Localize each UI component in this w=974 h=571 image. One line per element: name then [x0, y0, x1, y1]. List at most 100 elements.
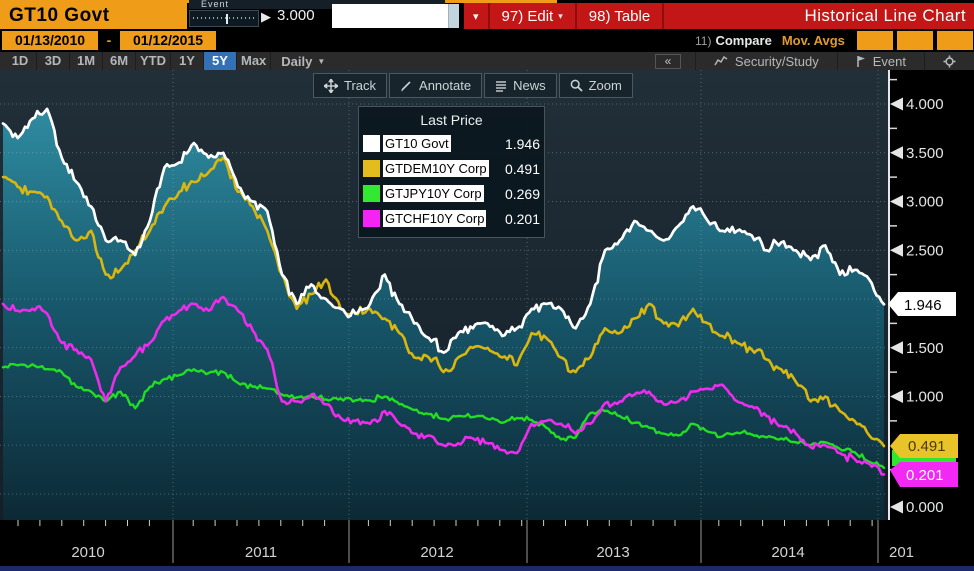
x-axis-label-2013: 2013 — [596, 544, 629, 561]
zoom-button[interactable]: Zoom — [558, 73, 633, 98]
series-line-gt10-govt[interactable] — [1, 107, 886, 354]
date-from-field[interactable]: 01/13/2010 — [2, 31, 98, 50]
date-to-field[interactable]: 01/12/2015 — [120, 31, 216, 50]
range-button-group: 1D 3D 1M 6M YTD 1Y 5Y Max — [4, 52, 272, 70]
range-button-1m[interactable]: 1M — [70, 52, 103, 70]
news-button[interactable]: News — [484, 73, 557, 98]
slider-track — [193, 17, 255, 19]
legend-value: 1.946 — [504, 135, 540, 152]
orange-chip-3[interactable] — [937, 31, 973, 50]
track-crosshair-icon — [324, 78, 338, 93]
news-lines-icon — [495, 80, 507, 92]
legend-swatch — [363, 160, 380, 177]
range-button-5y[interactable]: 5Y — [204, 52, 237, 70]
area-fill-gt10 — [3, 108, 884, 520]
menu-bar: ▾ 97) Edit ▾ 98) Table Historical Line C… — [464, 3, 974, 29]
track-label: Track — [344, 78, 377, 93]
legend-value: 0.269 — [504, 185, 540, 202]
clipped-menu-fragment: Event — [189, 0, 445, 9]
orange-chip-1[interactable] — [857, 31, 893, 50]
range-button-1d[interactable]: 1D — [4, 52, 37, 70]
range-button-6m[interactable]: 6M — [103, 52, 136, 70]
date-range-row: 01/13/2010 - 01/12/2015 11) Compare Mov.… — [0, 29, 974, 52]
collapse-button[interactable]: « — [654, 53, 681, 69]
x-axis-label-2012: 2012 — [420, 544, 453, 561]
y-axis-label-1.000: 1.000 — [906, 389, 944, 406]
settings-button[interactable] — [924, 52, 974, 70]
date-separator: - — [106, 32, 112, 48]
price-tags: 0.491 0.201 1.946 — [888, 292, 958, 487]
legend-title: Last Price — [420, 112, 483, 128]
slider-pointer-icon: ▶ — [261, 9, 271, 24]
line-chart-icon — [714, 55, 728, 67]
series-line-gtjpy10y-corp[interactable] — [1, 362, 886, 469]
chevron-down-icon: ▼ — [317, 56, 326, 66]
svg-text:1.946: 1.946 — [904, 297, 942, 314]
edit-button[interactable]: 97) Edit ▾ — [490, 3, 577, 29]
page-title: Historical Line Chart — [804, 6, 966, 25]
range-button-ytd[interactable]: YTD — [136, 52, 171, 70]
event-button[interactable]: Event — [836, 52, 924, 70]
x-axis-label-2010: 2010 — [71, 544, 104, 561]
command-input[interactable] — [332, 4, 448, 28]
legend-item[interactable]: GT10 Govt 1.946 — [363, 131, 540, 156]
track-button[interactable]: Track — [313, 73, 388, 98]
input-scrollbar[interactable] — [448, 4, 459, 28]
legend-label: GTDEM10Y Corp — [383, 160, 489, 177]
legend-swatch — [363, 210, 380, 227]
legend-value: 0.201 — [504, 210, 540, 227]
slider-value: 3.000 — [277, 7, 315, 24]
y-axis-label-3.500: 3.500 — [906, 145, 944, 162]
x-axis: 2010 2011 2012 2013 2014 201 — [17, 520, 914, 563]
legend-item[interactable]: GTDEM10Y Corp 0.491 — [363, 156, 540, 181]
legend-item[interactable]: GTJPY10Y Corp 0.269 — [363, 181, 540, 206]
orange-chip-2[interactable] — [897, 31, 933, 50]
edit-button-label: 97) Edit — [501, 7, 554, 25]
legend-value: 0.491 — [504, 160, 540, 177]
legend-label: GT10 Govt — [383, 135, 451, 152]
chart-overlay-toolbar: Track Annotate News Zoom — [313, 73, 633, 98]
toolbar-right-group: « Security/Study Event — [654, 52, 974, 70]
event-label: Event — [872, 53, 906, 69]
series-line-gtchf10y-corp[interactable] — [1, 295, 886, 476]
series-line-gtdem10y-corp[interactable] — [1, 156, 886, 448]
pencil-icon — [400, 79, 413, 92]
flag-icon — [856, 55, 866, 68]
range-button-3d[interactable]: 3D — [37, 52, 70, 70]
table-button[interactable]: 98) Table — [577, 3, 665, 29]
x-axis-label-2014: 2014 — [771, 544, 804, 561]
annotate-button[interactable]: Annotate — [389, 73, 483, 98]
y-axis-label-2.500: 2.500 — [906, 242, 944, 259]
security-ticker[interactable]: GT10 Govt — [0, 3, 187, 29]
zoom-slider[interactable] — [189, 10, 259, 27]
gear-icon — [943, 55, 956, 68]
legend-item[interactable]: GTCHF10Y Corp 0.201 — [363, 206, 540, 231]
moving-averages-button[interactable]: Mov. Avgs — [781, 33, 845, 48]
y-axis-label-1.500: 1.500 — [906, 340, 944, 357]
magnifier-icon — [570, 79, 583, 92]
legend-panel[interactable]: Last Price GT10 Govt 1.946 GTDEM10Y Corp 0.… — [358, 106, 545, 238]
annotate-label: Annotate — [419, 78, 472, 93]
bottom-blue-strip — [0, 566, 974, 571]
legend-label: GTCHF10Y Corp — [383, 210, 487, 227]
security-study-label: Security/Study — [734, 53, 819, 69]
compare-button[interactable]: Compare — [715, 33, 772, 48]
compare-group: 11) Compare Mov. Avgs — [695, 31, 845, 50]
range-button-1y[interactable]: 1Y — [171, 52, 204, 70]
range-button-max[interactable]: Max — [237, 52, 272, 70]
edit-caret-icon: ▾ — [558, 10, 563, 21]
y-axis-label-0.000: 0.000 — [906, 499, 944, 516]
chart-settings-toolbar: 1D 3D 1M 6M YTD 1Y 5Y Max Daily ▼ « Security/St… — [0, 52, 974, 70]
price-tag-gtdem — [890, 434, 958, 458]
y-axis-label-4.000: 4.000 — [906, 96, 944, 113]
security-study-button[interactable]: Security/Study — [694, 52, 837, 70]
slider-handle[interactable] — [226, 14, 228, 24]
x-axis-label-2011: 2011 — [245, 544, 277, 561]
compare-number: 11) — [695, 33, 712, 48]
period-dropdown[interactable]: Daily ▼ — [281, 54, 325, 69]
y-axis-label-3.000: 3.000 — [906, 194, 944, 211]
plot-area[interactable] — [0, 70, 888, 520]
legend-swatch — [363, 135, 380, 152]
menu-dot-button[interactable]: ▾ — [464, 3, 490, 29]
